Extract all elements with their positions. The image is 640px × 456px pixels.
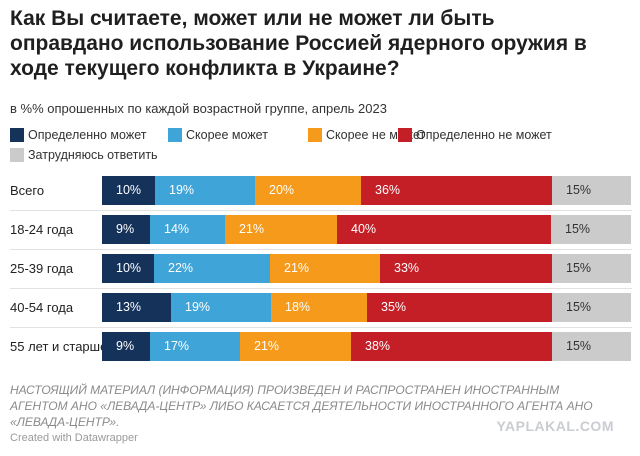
legend-swatch [10,128,24,142]
bar-row: 10% 22% 21% 33% 15% [102,254,631,283]
datawrapper-credit: Created with Datawrapper [10,432,138,444]
row-divider [10,210,632,211]
data-label: 15% [566,339,592,353]
data-label: 22% [168,261,194,275]
data-label: 21% [284,261,310,275]
site-watermark: YAPLAKAL.COM [496,418,614,434]
data-label: 14% [164,222,190,236]
data-label: 13% [116,300,142,314]
data-label: 17% [164,339,190,353]
bar-row: 9% 17% 21% 38% 15% [102,332,631,361]
legend-label: Затрудняюсь ответить [28,148,158,162]
bar-segment [552,254,631,283]
bar-segment [240,332,351,361]
category-label: 25-39 года [10,261,74,276]
data-label: 20% [269,183,295,197]
bar-segment [155,176,255,205]
legend-swatch [308,128,322,142]
bar-segment [270,254,380,283]
bar-row: 10% 19% 20% 36% 15% [102,176,631,205]
chart-subtitle: в %% опрошенных по каждой возрастной гру… [10,101,387,116]
bar-segment [255,176,361,205]
data-label: 19% [185,300,211,314]
bar-segment [551,215,631,244]
row-divider [10,288,632,289]
category-label: 18-24 года [10,222,74,237]
data-label: 21% [239,222,265,236]
bar-row: 13% 19% 18% 35% 15% [102,293,631,322]
bar-segment [102,332,150,361]
bar-segment [552,176,631,205]
bar-segment [552,293,631,322]
foreign-agent-notice: НАСТОЯЩИЙ МАТЕРИАЛ (ИНФОРМАЦИЯ) ПРОИЗВЕД… [10,383,593,429]
bar-row: 9% 14% 21% 40% 15% [102,215,631,244]
bar-segment [367,293,552,322]
legend-swatch [168,128,182,142]
bar-segment [552,332,631,361]
data-label: 10% [116,261,142,275]
data-label: 15% [566,183,592,197]
bar-segment [271,293,367,322]
bar-segment [225,215,337,244]
bar-segment [102,254,154,283]
legend-label: Определенно может [28,128,147,142]
category-label: Всего [10,183,45,198]
category-label: 55 лет и старше [10,339,108,354]
legend-label: Определенно не может [416,128,552,142]
bar-segment [102,215,150,244]
data-label: 9% [116,222,135,236]
data-label: 21% [254,339,280,353]
data-label: 33% [394,261,420,275]
data-label: 38% [365,339,391,353]
legend-item: Скорее может [168,128,268,142]
bar-segment [171,293,271,322]
data-label: 19% [169,183,195,197]
data-label: 15% [566,261,592,275]
legend-swatch [10,148,24,162]
data-label: 36% [375,183,401,197]
chart-title: Как Вы считаете, может или не может ли б… [10,7,587,80]
data-label: 35% [381,300,407,314]
category-label: 40-54 года [10,300,74,315]
legend-item: Определенно может [10,128,146,142]
bar-segment [102,293,171,322]
bar-segment [150,215,225,244]
data-label: 15% [566,300,592,314]
bar-segment [150,332,240,361]
row-divider [10,249,632,250]
legend-item: Затрудняюсь ответить [10,148,158,162]
bar-segment [154,254,270,283]
bar-segment [361,176,552,205]
row-divider [10,327,632,328]
bar-segment [351,332,552,361]
data-label: 18% [285,300,311,314]
legend-item: Определенно не может [398,128,552,142]
data-label: 10% [116,183,142,197]
bar-segment [380,254,552,283]
bar-segment [337,215,551,244]
legend-label: Скорее может [186,128,268,142]
legend-swatch [398,128,412,142]
bar-segment [102,176,155,205]
data-label: 9% [116,339,135,353]
data-label: 40% [351,222,377,236]
data-label: 15% [565,222,591,236]
